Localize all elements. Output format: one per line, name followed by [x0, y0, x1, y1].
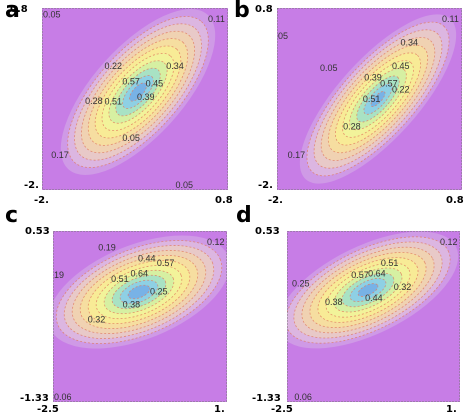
contour-label: 0.39: [364, 73, 382, 83]
contour-label: 0.57: [351, 270, 369, 280]
contour-label: 0.22: [104, 61, 122, 71]
contour-label: 0.64: [131, 268, 149, 278]
panel-c-ytick-top: 0.53: [25, 226, 50, 237]
contour-label: 0.05: [43, 10, 61, 20]
panel-a-letter: a: [5, 0, 20, 23]
contour-label: 0.06: [54, 392, 72, 402]
contour-label: 0.05: [176, 180, 194, 190]
panel-d-plot: 0.12 0.51 0.57 0.64 0.25 0.32 0.44 0.38 0.06: [287, 231, 460, 402]
panel-c-xtick-left: -2.5: [37, 404, 59, 415]
contour-label: 0.17: [51, 150, 69, 160]
contour-label: 0.44: [138, 254, 156, 264]
contour-label: 0.22: [392, 84, 410, 94]
contour-label: 0.57: [380, 78, 398, 88]
contour-band-10: [357, 283, 379, 297]
contour-label: 0.19: [98, 243, 116, 253]
contour-label: 0.05: [320, 63, 338, 73]
contour-label: 05: [278, 31, 288, 41]
contour-label: 0.28: [85, 96, 103, 106]
contour-label: 0.39: [137, 92, 155, 102]
contour-label: 0.06: [294, 392, 312, 402]
panel-c-letter: c: [5, 203, 19, 228]
contour-label: 0.25: [150, 287, 168, 297]
panel-b-ytick-top: 0.8: [255, 4, 273, 15]
contour-label: 0.12: [440, 237, 458, 247]
contour-label: 0.05: [122, 133, 140, 143]
contour-label: 0.51: [111, 274, 129, 284]
panel-a-ytick-bottom: -2.: [24, 180, 39, 191]
panel-a-ytick-top: 0.8: [10, 4, 28, 15]
contour-label: 0.28: [343, 121, 361, 131]
contour-label: 0.44: [365, 293, 383, 303]
contour-label: 0.38: [123, 300, 141, 310]
contour-label: 0.32: [88, 314, 106, 324]
panel-b-letter: b: [234, 0, 250, 23]
panel-b-xtick-left: -2.: [268, 195, 283, 206]
contour-label: 0.12: [207, 237, 225, 247]
contour-label: 0.11: [208, 14, 225, 24]
contour-label: 0.57: [122, 76, 140, 86]
contour-label: 0.25: [292, 278, 310, 288]
panel-d-xtick-right: 1.: [446, 404, 457, 415]
panel-a-xtick-right: 0.8: [215, 195, 233, 206]
contour-label: 0.45: [392, 61, 410, 71]
panel-d-xtick-left: -2.5: [271, 404, 293, 415]
panel-d-ytick-bottom: -1.33: [252, 393, 281, 404]
contour-band-10: [127, 284, 151, 300]
panel-d-letter: d: [236, 203, 252, 228]
panel-d-ytick-top: 0.53: [255, 226, 280, 237]
panel-c-ytick-bottom: -1.33: [20, 393, 49, 404]
contour-label: 0.34: [401, 37, 419, 47]
contour-label: 0.32: [394, 282, 412, 292]
plot-frame: [53, 231, 227, 402]
contour-label: 0.51: [381, 258, 399, 268]
panel-a-xtick-left: -2.: [34, 195, 49, 206]
panel-b-xtick-right: 0.8: [446, 195, 464, 206]
contour-label: 0.11: [442, 14, 459, 24]
panel-b-ytick-bottom: -2.: [258, 180, 273, 191]
contour-label: 0.51: [104, 97, 122, 107]
plot-frame: [277, 8, 462, 190]
contour-band-10: [129, 82, 147, 102]
panel-c-plot: 0.12 0.19 0.44 0.57 19 0.640.51 0.25 0.38 0.32 0.…: [53, 231, 227, 402]
contour-label: 0.34: [166, 61, 184, 71]
contour-label: 0.57: [157, 258, 175, 268]
contour-label: 0.17: [288, 150, 306, 160]
contour-label: 19: [54, 270, 64, 280]
contour-label: 0.45: [146, 78, 164, 88]
contour-label: 0.38: [325, 297, 343, 307]
contour-band-10: [370, 90, 386, 108]
contour-label: 0.64: [368, 268, 386, 278]
contour-label: 0.51: [363, 94, 381, 104]
panel-b-plot: 05 0.11 0.34 0.05 0.45 0.390.570.22 0.51 0.28 0.…: [277, 8, 462, 190]
panel-a-plot: 0.05 0.11 0.22 0.34 0.57 0.45 0.39 0.28 0.51 0.05…: [42, 8, 228, 190]
panel-c-xtick-right: 1.: [214, 404, 225, 415]
